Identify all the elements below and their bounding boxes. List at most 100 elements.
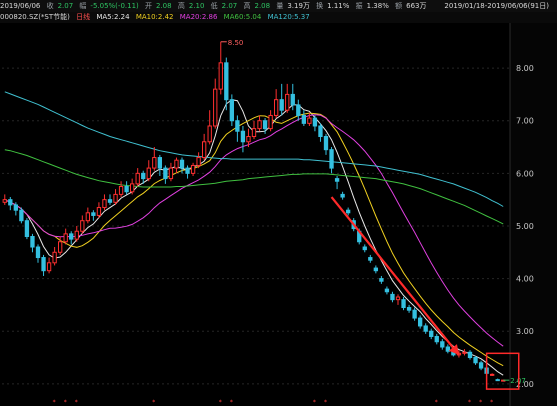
candle-body — [146, 167, 151, 180]
candle-body — [152, 157, 157, 169]
candle-body — [334, 178, 340, 182]
candle-body — [445, 346, 451, 352]
candle-body — [185, 167, 190, 174]
candle-body — [46, 262, 52, 272]
candle-body — [395, 296, 401, 301]
high2-label: 高 — [243, 2, 251, 10]
stock-code: 000820.SZ — [0, 13, 39, 21]
candle-body — [213, 88, 218, 127]
candle-body — [440, 341, 445, 348]
candle-body — [318, 125, 323, 138]
y-tick-label: 5.00 — [516, 222, 534, 231]
candle-body — [312, 117, 318, 127]
candle-body — [240, 130, 246, 143]
high-value: 2.10 — [188, 2, 205, 10]
y-tick-label: 7.00 — [516, 117, 534, 126]
candle-body — [135, 172, 140, 185]
event-marker: * — [479, 399, 482, 406]
candle-body — [102, 199, 107, 209]
event-marker: * — [152, 399, 155, 406]
event-marker: * — [313, 399, 316, 406]
candle-body — [2, 199, 7, 203]
y-tick-label: 3.00 — [516, 327, 534, 336]
ma120-value: MA120:5.37 — [267, 13, 310, 21]
candle-body — [246, 136, 251, 143]
event-marker: * — [64, 399, 67, 406]
annotation-arrow-line — [330, 196, 460, 356]
candle-body — [390, 293, 395, 301]
event-marker: * — [324, 399, 327, 406]
annotation-highlight-box — [485, 352, 520, 390]
ma-line-ma120 — [4, 91, 504, 207]
kline-chart[interactable]: 8.007.006.005.004.003.002.008.502.07* * * *… — [0, 23, 557, 406]
candle-body — [406, 307, 412, 311]
candle-body — [179, 159, 185, 169]
candle-body — [129, 183, 135, 193]
amount-value: 663万 — [406, 2, 427, 10]
candle-body — [251, 128, 257, 138]
candle-body — [196, 157, 201, 166]
low-value: 2.07 — [221, 2, 238, 10]
candle-body — [8, 199, 13, 206]
y-tick-label: 6.00 — [516, 169, 534, 178]
candle-body — [285, 93, 290, 111]
candle-body — [35, 246, 41, 259]
candle-body — [368, 257, 373, 261]
change-label: 幅 — [79, 2, 87, 10]
candle-body — [207, 125, 212, 143]
candle-body — [113, 193, 118, 203]
change-value: -5.05%(-0.11) — [90, 2, 139, 10]
candle-body — [63, 233, 68, 243]
candle-body — [74, 230, 79, 240]
ma5-value: MA5:2.24 — [96, 13, 130, 21]
candle-body — [340, 193, 345, 198]
event-marker: * — [490, 399, 493, 406]
candle-body — [384, 288, 390, 293]
candle-body — [168, 167, 174, 180]
candle-body — [489, 373, 495, 376]
candle-body — [478, 362, 484, 369]
y-tick-label: 4.00 — [516, 275, 534, 284]
event-marker: * — [230, 399, 233, 406]
event-marker: * — [219, 399, 222, 406]
candle-body — [307, 117, 312, 124]
candle-body — [174, 159, 179, 169]
high-marker-label: 8.50 — [228, 39, 244, 47]
candle-body — [157, 157, 163, 169]
volume-value: 3.19万 — [287, 2, 310, 10]
candle-body — [412, 309, 417, 319]
candle-body — [235, 120, 240, 132]
candle-body — [13, 204, 19, 211]
candle-body — [19, 209, 24, 222]
candle-body — [141, 172, 146, 180]
candle-body — [69, 233, 74, 240]
ma-line-ma20 — [4, 114, 504, 347]
amplitude-value: 1.38% — [366, 2, 389, 10]
candle-body — [229, 99, 235, 122]
candle-body — [401, 299, 406, 309]
candle-body — [434, 335, 439, 343]
candle-body — [218, 62, 223, 90]
event-marker: * — [468, 399, 471, 406]
open-value: 2.08 — [156, 2, 172, 10]
candle-body — [30, 235, 35, 248]
high-label: 高 — [177, 2, 185, 10]
turnover-label: 换 — [316, 2, 324, 10]
candle-body — [107, 199, 113, 203]
amount-label: 额 — [395, 2, 403, 10]
indicator-bar: 000820.SZ(*ST节能) 日线 MA5:2.24 MA10:2.42 M… — [0, 12, 557, 34]
period-selector[interactable]: 日线 — [76, 13, 91, 21]
candle-body — [429, 330, 434, 337]
candle-body — [118, 186, 124, 195]
candle-body — [24, 220, 30, 237]
candle-body — [268, 114, 273, 130]
candle-body — [423, 325, 428, 332]
date-range: 2019/01/18-2019/06/06(91日) — [444, 2, 549, 10]
candle-body — [91, 212, 96, 216]
candle-body — [124, 186, 129, 193]
open-label: 开 — [145, 2, 152, 10]
ma10-value: MA10:2.42 — [135, 13, 174, 21]
candle-body — [41, 257, 46, 272]
low-label: 低 — [210, 2, 218, 10]
